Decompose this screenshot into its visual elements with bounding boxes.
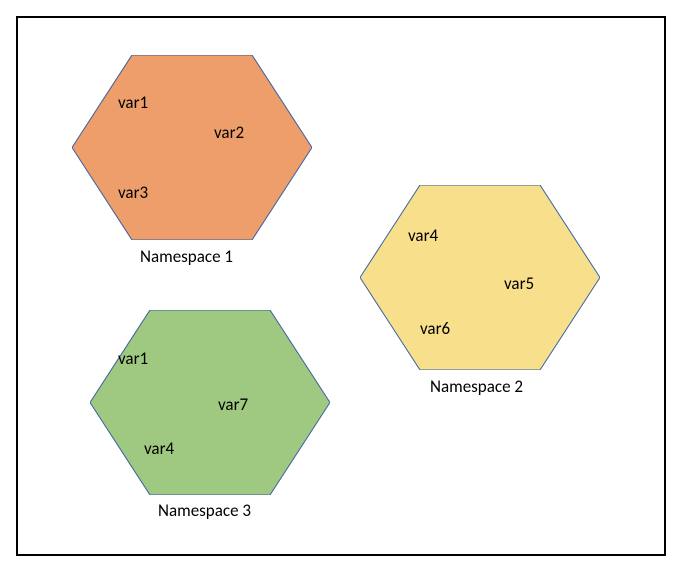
namespace-label-ns1: Namespace 1 [140,246,233,267]
var-label-ns2-0: var4 [408,225,438,246]
var-label-ns3-2: var4 [144,438,174,459]
var-label-ns3-1: var7 [218,394,248,415]
var-label-ns1-0: var1 [118,92,148,113]
var-label-ns1-2: var3 [118,182,148,203]
hexagon-ns2 [360,185,600,370]
var-label-ns3-0: var1 [118,348,148,369]
namespace-label-ns2: Namespace 2 [430,376,523,397]
hexagon-ns3 [90,310,330,495]
namespace-label-ns3: Namespace 3 [158,500,251,521]
hexagon-ns1 [72,55,312,240]
var-label-ns2-1: var5 [504,273,534,294]
var-label-ns2-2: var6 [420,318,450,339]
var-label-ns1-1: var2 [214,122,244,143]
